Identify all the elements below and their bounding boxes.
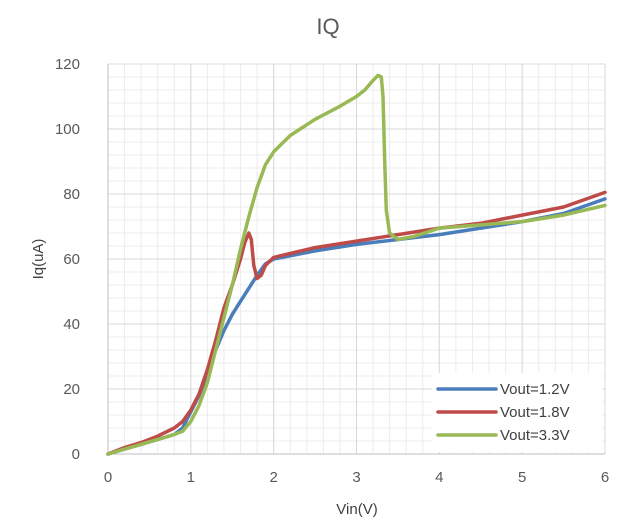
x-tick-label: 2 (269, 469, 277, 486)
x-tick-label: 0 (104, 469, 112, 486)
x-tick-label: 5 (518, 469, 526, 486)
y-axis-title: Iq(uA) (30, 239, 47, 280)
series-line-3 (106, 73, 607, 456)
y-tick-label: 120 (55, 56, 80, 73)
y-tick-label: 0 (72, 446, 80, 463)
x-tick-label: 4 (435, 469, 443, 486)
x-tick-label: 1 (187, 469, 195, 486)
plot-area (106, 73, 607, 456)
y-tick-label: 100 (55, 121, 80, 138)
series-line-2 (106, 190, 607, 456)
y-tick-label: 80 (63, 186, 80, 203)
legend: Vout=1.2V Vout=1.8V Vout=3.3V (432, 373, 602, 452)
x-tick-label: 6 (601, 469, 609, 486)
chart-title: IQ (316, 14, 339, 39)
x-tick-label: 3 (352, 469, 360, 486)
legend-label: Vout=3.3V (500, 427, 570, 444)
y-tick-label: 40 (63, 316, 80, 333)
legend-label: Vout=1.2V (500, 381, 570, 398)
x-axis-title: Vin(V) (336, 501, 377, 518)
y-tick-label: 60 (63, 251, 80, 268)
axes (107, 64, 605, 455)
legend-label: Vout=1.8V (500, 404, 570, 421)
y-tick-label: 20 (63, 381, 80, 398)
